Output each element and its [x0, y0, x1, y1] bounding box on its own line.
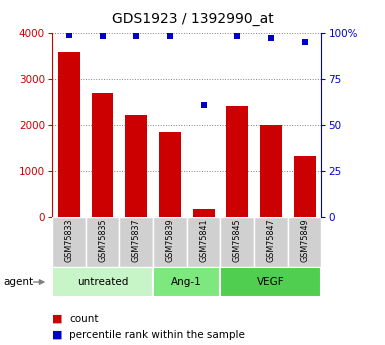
Text: GSM75837: GSM75837: [132, 219, 141, 263]
Point: [133, 34, 139, 39]
Text: GSM75839: GSM75839: [166, 219, 174, 263]
Bar: [192, 209, 214, 217]
Bar: [52, 267, 153, 297]
Bar: [52, 217, 85, 267]
Bar: [153, 217, 187, 267]
Bar: [119, 217, 153, 267]
Text: GSM75849: GSM75849: [300, 219, 309, 263]
Text: Ang-1: Ang-1: [171, 277, 202, 287]
Text: ■: ■: [52, 314, 62, 324]
Bar: [288, 217, 321, 267]
Text: GDS1923 / 1392990_at: GDS1923 / 1392990_at: [112, 12, 273, 26]
Bar: [254, 217, 288, 267]
Point: [234, 34, 240, 39]
Text: untreated: untreated: [77, 277, 128, 287]
Text: ■: ■: [52, 330, 62, 339]
Bar: [187, 217, 220, 267]
Bar: [220, 267, 321, 297]
Bar: [294, 156, 316, 217]
Text: GSM75835: GSM75835: [98, 219, 107, 263]
Text: GSM75841: GSM75841: [199, 219, 208, 262]
Text: agent: agent: [4, 277, 34, 287]
Point: [301, 39, 308, 45]
Point: [201, 102, 207, 108]
Bar: [125, 115, 147, 217]
Bar: [260, 125, 282, 217]
Bar: [92, 93, 114, 217]
Bar: [159, 132, 181, 217]
Text: GSM75847: GSM75847: [266, 219, 275, 263]
Point: [99, 34, 105, 39]
Bar: [226, 106, 248, 217]
Point: [66, 32, 72, 37]
Bar: [220, 217, 254, 267]
Text: GSM75833: GSM75833: [64, 219, 73, 262]
Point: [268, 36, 274, 41]
Bar: [85, 217, 119, 267]
Text: count: count: [69, 314, 99, 324]
Point: [167, 34, 173, 39]
Bar: [153, 267, 220, 297]
Bar: [58, 52, 80, 217]
Text: GSM75845: GSM75845: [233, 219, 242, 263]
Text: VEGF: VEGF: [257, 277, 285, 287]
Text: percentile rank within the sample: percentile rank within the sample: [69, 330, 245, 339]
